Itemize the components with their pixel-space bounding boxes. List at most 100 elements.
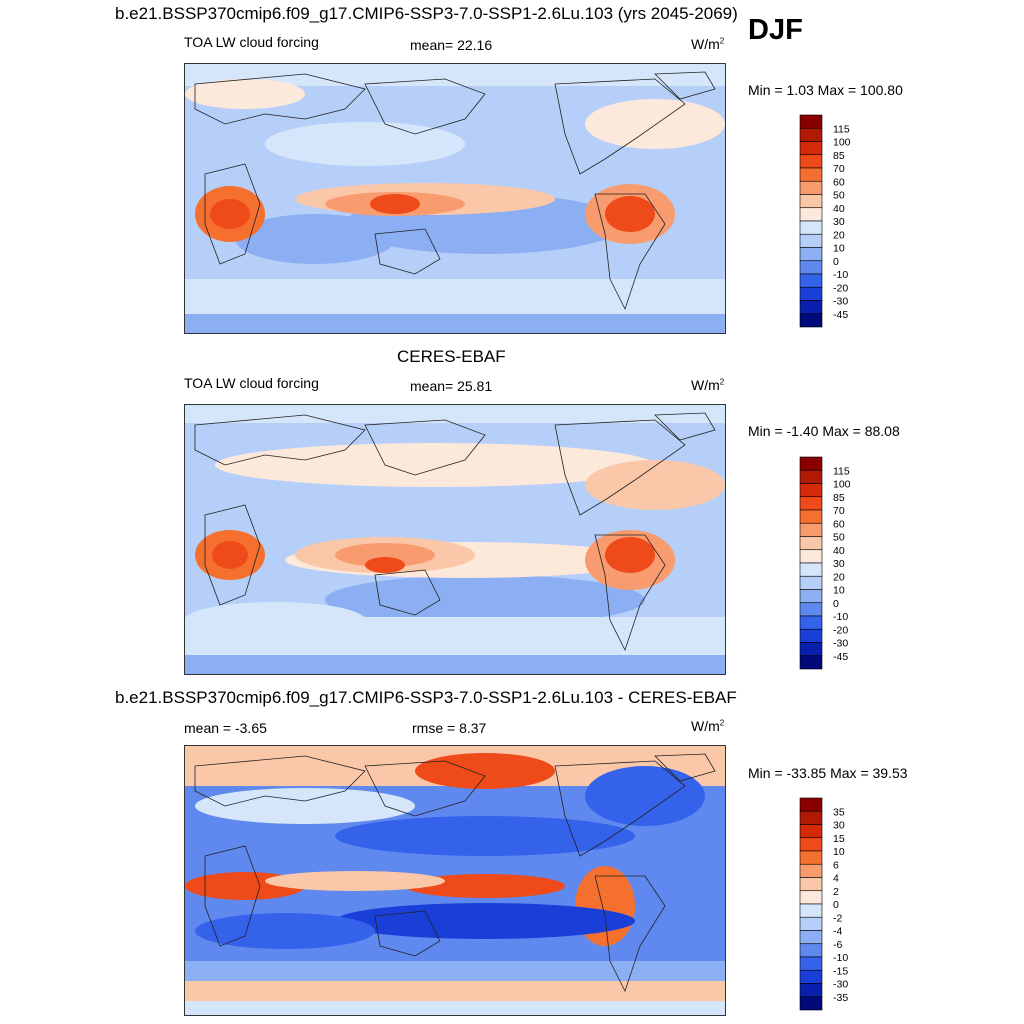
colorbar-box: [799, 797, 823, 812]
colorbar-tick-label: -10: [833, 611, 848, 623]
coastline: [364, 78, 486, 135]
colorbar-tick-label: 50: [833, 532, 845, 544]
coastline: [374, 228, 441, 275]
colorbar-tick-label: 30: [833, 558, 845, 570]
colorbar-box: [799, 167, 823, 182]
field-region: [605, 196, 655, 232]
colorbar-tick-label: -4: [833, 926, 842, 938]
colorbar-box: [799, 313, 823, 328]
colorbar-tick-label: 70: [833, 505, 845, 517]
colorbar-tick-label: 2: [833, 886, 839, 898]
colorbar-tick-label: -30: [833, 979, 848, 991]
colorbar-box: [799, 890, 823, 905]
panel3-colorbar: 35 30 15 10 6 4 2 0 -2 -4 -6 -10 -15 -30 -35: [799, 797, 848, 1012]
colorbar-box: [799, 877, 823, 892]
colorbar-tick-label: 0: [833, 256, 839, 268]
colorbar-tick-label: 20: [833, 229, 845, 241]
colorbar-tick-label: 85: [833, 150, 845, 162]
coastline: [204, 504, 261, 606]
colorbar-tick-label: -2: [833, 912, 842, 924]
colorbar-tick-label: 50: [833, 190, 845, 202]
field-region: [335, 543, 435, 567]
panel1-map: [184, 63, 726, 334]
panel3-rmse: rmse = 8.37: [412, 720, 487, 736]
coastline: [204, 845, 261, 947]
colorbar-box: [799, 536, 823, 551]
colorbar-tick-label: -20: [833, 624, 848, 636]
coastline: [194, 755, 366, 807]
panel2-title: CERES-EBAF: [397, 347, 506, 366]
colorbar-tick-label: -45: [833, 651, 848, 663]
coastline: [554, 78, 686, 175]
coastline: [194, 414, 366, 466]
colorbar-box: [799, 194, 823, 209]
field-region: [335, 816, 635, 856]
colorbar-box: [799, 850, 823, 865]
field-region: [405, 874, 565, 898]
colorbar-box: [799, 286, 823, 301]
field-region: [185, 981, 725, 1001]
colorbar-box: [799, 824, 823, 839]
colorbar-box: [799, 996, 823, 1011]
season-label: DJF: [748, 14, 803, 46]
field-region: [195, 913, 375, 949]
panel3-mean: mean = -3.65: [184, 720, 267, 736]
colorbar-box: [799, 141, 823, 156]
colorbar-box: [799, 903, 823, 918]
colorbar-tick-label: 0: [833, 598, 839, 610]
colorbar-box: [799, 114, 823, 129]
colorbar-tick-label: 40: [833, 203, 845, 215]
field-region: [185, 655, 725, 674]
colorbar-box: [799, 496, 823, 511]
colorbar-tick-label: 30: [833, 216, 845, 228]
colorbar-box: [799, 655, 823, 670]
coastline: [204, 163, 261, 265]
colorbar-tick-label: 60: [833, 518, 845, 530]
colorbar-box: [799, 300, 823, 315]
panel3-units: W/m2: [691, 718, 725, 734]
field-region: [585, 460, 725, 510]
colorbar-box: [799, 273, 823, 288]
colorbar-box: [799, 589, 823, 604]
colorbar-box: [799, 956, 823, 971]
field-region: [370, 194, 420, 214]
coastline: [594, 534, 666, 652]
field-region: [185, 279, 725, 314]
colorbar-box: [799, 207, 823, 222]
colorbar-box: [799, 969, 823, 984]
panel1-colorbar: 115 100 85 70 60 50 40 30 20 10 0 -10 -20 -30 -45: [799, 114, 851, 329]
colorbar-tick-label: 20: [833, 571, 845, 583]
colorbar-tick-label: -10: [833, 952, 848, 964]
colorbar-tick-label: 4: [833, 873, 839, 885]
coastline: [194, 73, 366, 125]
colorbar-tick-label: 30: [833, 820, 845, 832]
colorbar-box: [799, 180, 823, 195]
panel2-units: W/m2: [691, 377, 725, 393]
panel1-title: b.e21.BSSP370cmip6.f09_g17.CMIP6-SSP3-7.…: [115, 4, 738, 23]
colorbar-tick-label: 115: [833, 465, 850, 477]
colorbar-box: [799, 930, 823, 945]
field-region: [185, 64, 725, 86]
colorbar-tick-label: 100: [833, 137, 851, 149]
colorbar-tick-label: -15: [833, 965, 848, 977]
field-region: [185, 1001, 725, 1015]
field-region: [185, 617, 725, 655]
colorbar-box: [799, 916, 823, 931]
colorbar-tick-label: 6: [833, 859, 839, 871]
panel2-left-label: TOA LW cloud forcing: [184, 375, 319, 391]
panel2-minmax: Min = -1.40 Max = 88.08: [748, 423, 900, 439]
colorbar-tick-label: -30: [833, 296, 848, 308]
colorbar-box: [799, 154, 823, 169]
field-region: [265, 122, 465, 166]
panel3-minmax: Min = -33.85 Max = 39.53: [748, 765, 908, 781]
coastline: [374, 569, 441, 616]
panel2-colorbar: 115 100 85 70 60 50 40 30 20 10 0 -10 -20 -30 -45: [799, 456, 851, 671]
colorbar-box: [799, 260, 823, 275]
colorbar-tick-label: 15: [833, 833, 845, 845]
colorbar-tick-label: 100: [833, 479, 851, 491]
colorbar-box: [799, 509, 823, 524]
coastline: [364, 419, 486, 476]
panel2-map: [184, 404, 726, 675]
panel2-mean: mean= 25.81: [410, 378, 493, 394]
field-region: [365, 557, 405, 573]
